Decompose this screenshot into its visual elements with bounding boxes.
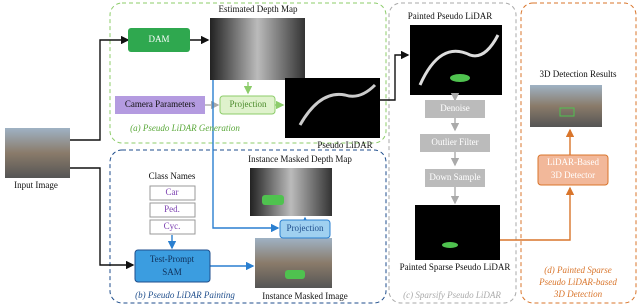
- node-label: Camera Parameters: [125, 99, 196, 109]
- mask: [262, 195, 284, 205]
- stage-label: (d) Painted Sparse: [544, 265, 612, 275]
- label: Instance Masked Image: [262, 291, 347, 301]
- outlier-box: [420, 134, 490, 152]
- masked-depth-image: [250, 168, 332, 216]
- projection-b-box: [279, 219, 331, 239]
- class-box: [149, 185, 196, 201]
- node-label: Denoise: [440, 103, 470, 113]
- class-label: Cyc.: [164, 221, 181, 231]
- node-label: Class Names: [149, 171, 196, 181]
- painted-texture: [418, 34, 500, 86]
- stage-label: (b) Pseudo LiDAR Painting: [135, 290, 235, 300]
- node-label: LiDAR-Based: [547, 157, 599, 167]
- stage-d-box: [520, 2, 637, 304]
- stage-b-box: [109, 149, 387, 304]
- node-label: Test-Prompt: [150, 254, 195, 264]
- label: Painted Pseudo LiDAR: [408, 11, 493, 21]
- stage-label: 3D Detection: [553, 289, 603, 299]
- camera-box: [115, 96, 205, 114]
- pseudo-image: [285, 78, 380, 138]
- mask: [450, 74, 470, 82]
- input-image: [5, 128, 70, 178]
- results-image: [530, 85, 602, 127]
- stage-a-box: [109, 2, 387, 144]
- stage-label: (a) Pseudo LiDAR Generation: [130, 123, 240, 133]
- class-label: Ped.: [164, 204, 180, 214]
- masked-image: [255, 238, 332, 288]
- mask: [442, 242, 458, 248]
- node-label: SAM: [162, 267, 182, 277]
- label: Input Image: [14, 180, 58, 190]
- mask: [285, 270, 305, 279]
- stage-label: Pseudo LiDAR-based: [538, 277, 617, 287]
- node-label: 3D Detector: [551, 170, 595, 180]
- stage-c-box: [388, 2, 517, 304]
- label: Pseudo LiDAR: [317, 140, 372, 150]
- depth-image: [210, 18, 305, 80]
- node-label: Projection: [230, 99, 267, 109]
- node-label: Outlier Filter: [431, 137, 478, 147]
- denoise-box: [425, 100, 485, 118]
- class-label: Car: [166, 187, 179, 197]
- label: 3D Detection Results: [540, 69, 617, 79]
- label: Painted Sparse Pseudo LiDAR: [400, 262, 511, 272]
- class-box: [149, 219, 196, 235]
- box: [559, 107, 575, 117]
- sam-box: [134, 249, 211, 283]
- sparse-image: [415, 205, 500, 260]
- dam-box: [128, 28, 190, 52]
- pseudo-texture: [298, 83, 377, 126]
- detector-box: [537, 154, 609, 186]
- node-label: DAM: [148, 34, 169, 44]
- node-label: Down Sample: [429, 172, 480, 182]
- stage-label: (c) Sparsify Pseudo LiDAR: [403, 290, 501, 300]
- projection-a-box: [219, 95, 276, 115]
- label: Estimated Depth Map: [219, 4, 298, 14]
- downsample-box: [425, 169, 485, 187]
- class-box: [149, 202, 196, 218]
- painted-image: [410, 25, 502, 95]
- arrows: [70, 35, 575, 271]
- node-label: Projection: [287, 223, 324, 233]
- label: Instance Masked Depth Map: [248, 154, 352, 164]
